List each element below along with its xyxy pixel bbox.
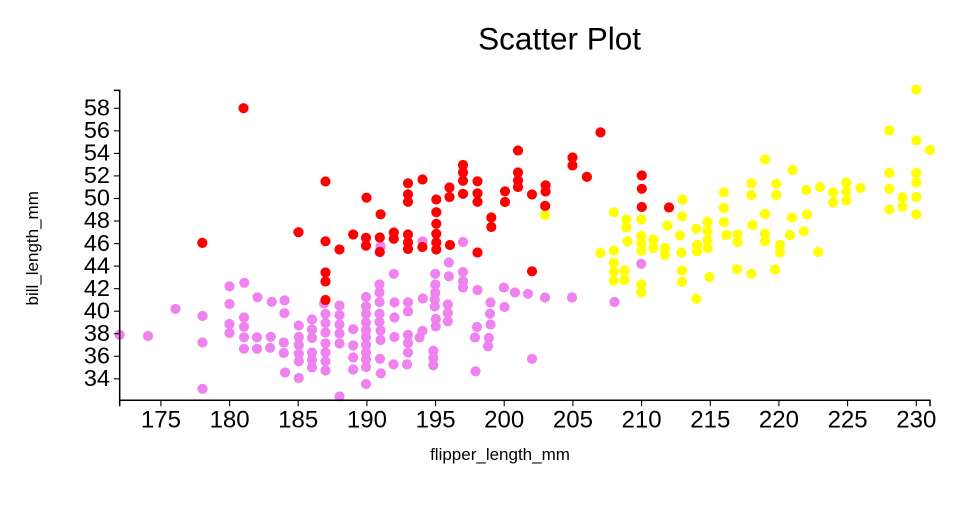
svg-text:42: 42: [84, 275, 110, 301]
svg-text:50: 50: [84, 185, 110, 211]
svg-text:44: 44: [84, 252, 110, 278]
svg-text:46: 46: [84, 230, 110, 256]
svg-text:190: 190: [347, 406, 387, 433]
svg-text:bill_length_mm: bill_length_mm: [23, 191, 42, 305]
svg-text:220: 220: [759, 406, 799, 433]
svg-text:230: 230: [896, 406, 936, 433]
svg-text:200: 200: [484, 406, 524, 433]
svg-text:195: 195: [416, 406, 456, 433]
svg-text:175: 175: [141, 406, 181, 433]
svg-text:34: 34: [84, 365, 110, 391]
svg-text:180: 180: [210, 406, 250, 433]
svg-text:185: 185: [278, 406, 318, 433]
svg-text:48: 48: [84, 207, 110, 233]
svg-text:225: 225: [828, 406, 868, 433]
svg-text:Scatter Plot: Scatter Plot: [478, 21, 641, 57]
svg-text:52: 52: [84, 162, 110, 188]
svg-text:54: 54: [84, 140, 110, 166]
svg-text:210: 210: [622, 406, 662, 433]
svg-text:56: 56: [84, 117, 110, 143]
svg-text:38: 38: [84, 320, 110, 346]
svg-text:40: 40: [84, 297, 110, 323]
svg-text:flipper_length_mm: flipper_length_mm: [430, 445, 570, 464]
svg-text:36: 36: [84, 343, 110, 369]
svg-text:205: 205: [553, 406, 593, 433]
svg-text:58: 58: [84, 95, 110, 121]
svg-text:215: 215: [690, 406, 730, 433]
